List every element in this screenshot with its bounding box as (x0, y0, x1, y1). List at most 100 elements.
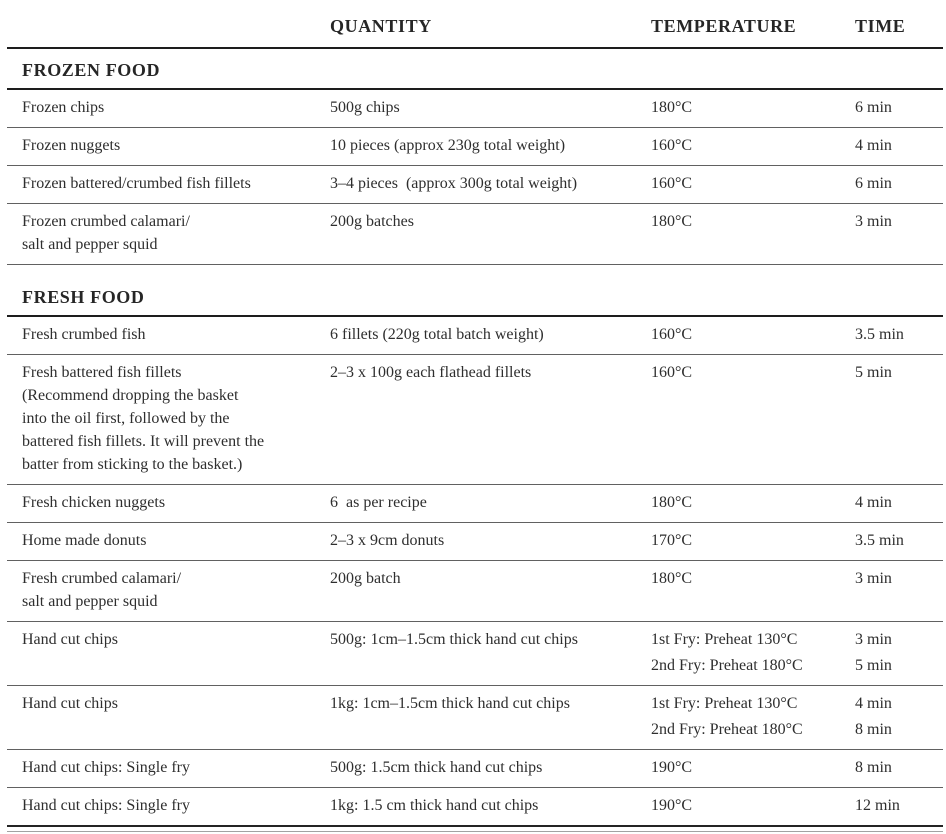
table-row: Fresh crumbed calamari/salt and pepper s… (7, 561, 943, 622)
row-time: 3 min (855, 567, 943, 613)
cell-text-line: 1st Fry: Preheat 130°C (651, 631, 798, 648)
row-temperature: 1st Fry: Preheat 130°C 2nd Fry: Preheat 1… (651, 692, 855, 741)
table-row: Hand cut chips 500g: 1cm–1.5cm thick han… (7, 622, 943, 686)
row-temperature: 190°C (651, 794, 855, 817)
row-quantity: 500g: 1cm–1.5cm thick hand cut chips (330, 628, 651, 677)
cell-text-line: 180°C (651, 494, 693, 511)
cell-text-line: 160°C (651, 137, 693, 154)
table-section: FRESH FOOD Fresh crumbed fish 6 fillets … (7, 265, 943, 827)
row-quantity: 500g: 1.5cm thick hand cut chips (330, 756, 651, 779)
row-time: 6 min (855, 172, 943, 195)
row-item: Frozen battered/crumbed fish fillets (7, 172, 330, 195)
column-header-time-label: TIME (855, 16, 906, 36)
column-header-item (7, 15, 330, 38)
column-header-quantity: QUANTITY (330, 15, 651, 38)
row-item: Hand cut chips: Single fry (7, 794, 330, 817)
column-header-temperature: TEMPERATURE (651, 15, 855, 38)
row-item: Fresh crumbed fish (7, 323, 330, 346)
section-header: FROZEN FOOD (7, 49, 943, 90)
section-rows: Frozen chips 500g chips 180°C 6 min Froz… (7, 90, 943, 265)
table-row: Hand cut chips: Single fry 500g: 1.5cm t… (7, 750, 943, 788)
cell-text-line: 2nd Fry: Preheat 180°C (651, 657, 803, 674)
table-header: QUANTITY TEMPERATURE TIME (7, 0, 943, 49)
cell-text-line: salt and pepper squid (22, 593, 158, 610)
table-bottom-rule (7, 827, 943, 832)
cell-text-line: 8 min (855, 759, 892, 776)
row-item: Hand cut chips (7, 628, 330, 677)
cell-text-line: Hand cut chips: Single fry (22, 797, 190, 814)
cell-text-line: 6 min (855, 175, 892, 192)
cell-text-line: batter from sticking to the basket.) (22, 456, 243, 473)
row-item: Home made donuts (7, 529, 330, 552)
cell-text-line: 3 min (855, 570, 892, 587)
cell-text-line: Fresh crumbed calamari/ (22, 570, 182, 587)
cell-text-line: 190°C (651, 759, 693, 776)
cell-text-line: 4 min (855, 695, 892, 712)
row-item: Fresh battered fish fillets (Recommend dr… (7, 361, 330, 476)
cell-text-line: 170°C (651, 532, 693, 549)
cell-text-line: 500g: 1.5cm thick hand cut chips (330, 759, 543, 776)
cell-text-line: (Recommend dropping the basket (22, 387, 239, 404)
row-time: 8 min (855, 756, 943, 779)
row-item: Frozen nuggets (7, 134, 330, 157)
row-temperature: 180°C (651, 210, 855, 256)
cell-text-line: 1st Fry: Preheat 130°C (651, 695, 798, 712)
row-item: Frozen chips (7, 96, 330, 119)
cell-text-line: 12 min (855, 797, 900, 814)
cell-text-line: into the oil first, followed by the (22, 410, 230, 427)
row-temperature: 1st Fry: Preheat 130°C 2nd Fry: Preheat 1… (651, 628, 855, 677)
cell-text-line: 8 min (855, 721, 892, 738)
row-time: 3.5 min (855, 529, 943, 552)
row-quantity: 1kg: 1.5 cm thick hand cut chips (330, 794, 651, 817)
table-row: Fresh chicken nuggets 6 as per recipe 18… (7, 485, 943, 523)
table-row: Frozen chips 500g chips 180°C 6 min (7, 90, 943, 128)
cell-text-line: 1kg: 1cm–1.5cm thick hand cut chips (330, 695, 570, 712)
cell-text-line: 6 fillets (220g total batch weight) (330, 326, 544, 343)
row-quantity: 6 fillets (220g total batch weight) (330, 323, 651, 346)
cell-text-line: Frozen battered/crumbed fish fillets (22, 175, 251, 192)
table-row: Frozen nuggets 10 pieces (approx 230g to… (7, 128, 943, 166)
cell-text-line: 500g: 1cm–1.5cm thick hand cut chips (330, 631, 578, 648)
row-quantity: 500g chips (330, 96, 651, 119)
cell-text-line: Fresh crumbed fish (22, 326, 146, 343)
row-time: 3.5 min (855, 323, 943, 346)
cell-text-line: 3.5 min (855, 326, 904, 343)
cell-text-line: 4 min (855, 494, 892, 511)
table-row: Home made donuts 2–3 x 9cm donuts 170°C … (7, 523, 943, 561)
row-temperature: 190°C (651, 756, 855, 779)
row-quantity: 2–3 x 9cm donuts (330, 529, 651, 552)
cell-text-line: Frozen nuggets (22, 137, 121, 154)
cell-text-line: 180°C (651, 570, 693, 587)
cell-text-line: 6 min (855, 99, 892, 116)
row-temperature: 160°C (651, 172, 855, 195)
column-header-temperature-label: TEMPERATURE (651, 16, 797, 36)
table-row: Hand cut chips 1kg: 1cm–1.5cm thick hand… (7, 686, 943, 750)
cell-text-line: 3 min (855, 213, 892, 230)
row-quantity: 10 pieces (approx 230g total weight) (330, 134, 651, 157)
cell-text-line: Fresh chicken nuggets (22, 494, 166, 511)
cell-text-line: 3 min (855, 631, 892, 648)
cell-text-line: Fresh battered fish fillets (22, 364, 182, 381)
cell-text-line: 160°C (651, 326, 693, 343)
row-time: 6 min (855, 96, 943, 119)
cell-text-line: Hand cut chips (22, 631, 118, 648)
cell-text-line: 180°C (651, 213, 693, 230)
cell-text-line: 190°C (651, 797, 693, 814)
cell-text-line: 160°C (651, 175, 693, 192)
cell-text-line: 3.5 min (855, 532, 904, 549)
table-row: Frozen battered/crumbed fish fillets 3–4… (7, 166, 943, 204)
cell-text-line: 5 min (855, 657, 892, 674)
table-body: FROZEN FOOD Frozen chips 500g chips 180°… (7, 49, 943, 827)
cell-text-line: 3–4 pieces (approx 300g total weight) (330, 175, 578, 192)
table-row: Fresh battered fish fillets (Recommend dr… (7, 355, 943, 485)
column-header-time: TIME (855, 15, 943, 38)
row-quantity: 2–3 x 100g each flathead fillets (330, 361, 651, 476)
cell-text-line: 4 min (855, 137, 892, 154)
row-temperature: 160°C (651, 134, 855, 157)
cell-text-line: salt and pepper squid (22, 236, 158, 253)
row-time: 5 min (855, 361, 943, 476)
cell-text-line: Hand cut chips: Single fry (22, 759, 190, 776)
row-temperature: 160°C (651, 361, 855, 476)
row-item: Hand cut chips (7, 692, 330, 741)
